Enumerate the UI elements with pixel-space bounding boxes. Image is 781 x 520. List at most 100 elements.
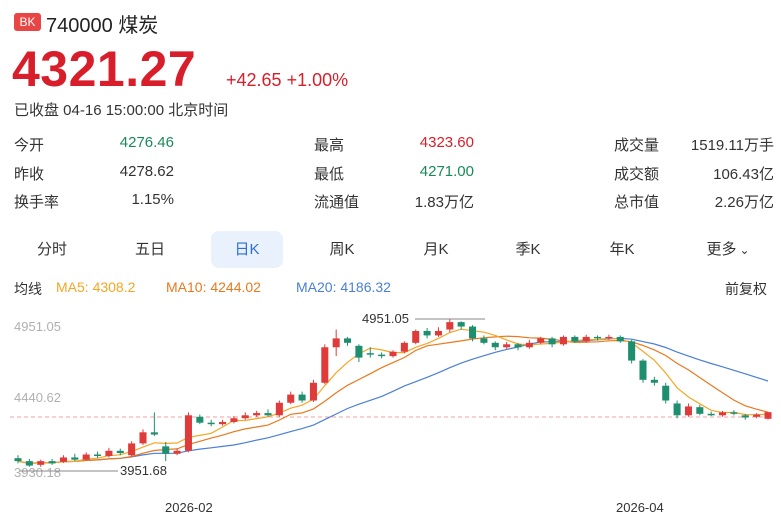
candle-up[interactable] [434,330,442,336]
candle-up[interactable] [582,336,590,342]
candle-up[interactable] [446,322,454,330]
price-change: +42.65 +1.00% [226,70,348,91]
candle-down[interactable] [696,407,704,414]
candle-up[interactable] [105,450,113,456]
tab-five-day[interactable]: 五日 [134,241,165,258]
adjust-toggle[interactable]: 前复权 [725,281,767,297]
candle-down[interactable] [741,415,749,418]
candle-down[interactable] [469,326,477,339]
candle-up[interactable] [241,415,249,419]
candle-up[interactable] [173,450,181,454]
candle-up[interactable] [537,338,545,343]
sector-code: 740000 [46,15,113,37]
candle-up[interactable] [59,457,67,462]
candle-up[interactable] [37,461,45,465]
candle-up[interactable] [684,406,692,416]
ma20-line [17,337,769,465]
candle-up[interactable] [82,454,90,460]
stat-value-volume: 1519.11万手 [690,137,774,154]
candle-up[interactable] [559,336,567,345]
candle-down[interactable] [628,341,636,361]
stat-value-open: 4276.46 [119,134,174,151]
candle-down[interactable] [730,412,738,414]
candle-down[interactable] [594,336,602,339]
stat-value-low: 4271.00 [419,163,474,180]
candle-down[interactable] [378,354,386,357]
candle-down[interactable] [707,413,715,416]
candle-down[interactable] [571,336,579,342]
candle-up[interactable] [332,338,340,348]
candle-down[interactable] [616,336,624,342]
tab-monthly-k[interactable]: 月K [423,241,449,258]
candle-up[interactable] [719,412,727,416]
stat-value-float-cap: 1.83万亿 [414,194,474,211]
candle-down[interactable] [207,422,215,425]
market-status: 已收盘 04-16 15:00:00 北京时间 [14,102,229,119]
candle-down[interactable] [355,345,363,358]
candle-down[interactable] [14,458,22,462]
candle-down[interactable] [650,379,658,383]
ma5-line [17,328,769,465]
candle-up[interactable] [753,414,761,417]
candle-down[interactable] [48,461,56,464]
candle-down[interactable] [116,450,124,454]
candle-down[interactable] [548,338,556,345]
stat-label-open: 今开 [14,137,45,154]
candle-down[interactable] [264,413,272,416]
stat-value-amount: 106.43亿 [713,166,774,183]
candle-down[interactable] [71,457,79,460]
stat-label-total-cap: 总市值 [614,194,660,211]
chevron-down-icon: ⌄ [739,243,750,257]
candle-down[interactable] [94,454,102,456]
candle-down[interactable] [514,344,522,348]
candle-up[interactable] [321,347,329,383]
candle-up[interactable] [605,336,613,339]
candle-up[interactable] [128,443,136,456]
candle-down[interactable] [344,338,352,343]
candle-down[interactable] [25,461,33,466]
candle-down[interactable] [457,322,465,327]
tab-weekly-k[interactable]: 周K [329,241,355,258]
stat-label-turnover: 换手率 [14,194,60,211]
candle-down[interactable] [673,403,681,416]
candle-up[interactable] [525,342,533,348]
candle-up[interactable] [219,421,227,425]
candle-up[interactable] [253,413,261,416]
ma-label: 均线 [14,281,42,297]
sector-badge: BK [14,13,41,31]
candle-down[interactable] [639,360,647,380]
candle-down[interactable] [480,338,488,343]
tab-more[interactable]: 更多 ⌄ [688,231,768,268]
candle-up[interactable] [275,402,283,416]
tab-intraday[interactable]: 分时 [36,241,67,258]
candle-up[interactable] [412,330,420,343]
candle-down[interactable] [423,330,431,336]
x-tick-feb: 2026-02 [165,500,213,515]
tab-yearly-k[interactable]: 年K [609,241,635,258]
candle-up[interactable] [184,415,192,451]
candle-up[interactable] [764,412,772,419]
candle-down[interactable] [662,385,670,401]
candle-down[interactable] [491,342,499,348]
candle-down[interactable] [162,446,170,454]
tab-daily-k[interactable]: 日K [211,231,283,268]
low-marker-label: 3951.68 [120,463,167,478]
candle-up[interactable] [287,394,295,403]
tab-quarterly-k[interactable]: 季K [515,241,541,258]
candle-up[interactable] [139,432,147,444]
candle-up[interactable] [230,418,238,422]
candle-down[interactable] [298,394,306,401]
stat-label-high: 最高 [314,137,345,154]
candle-down[interactable] [366,353,374,355]
candle-down[interactable] [196,416,204,423]
candle-down[interactable] [150,432,158,435]
sector-title: 740000 煤炭 [46,9,158,38]
candle-up[interactable] [503,344,511,348]
stat-value-turnover: 1.15% [131,191,174,208]
candle-up[interactable] [389,351,397,357]
kline-chart[interactable]: 4951.05 4440.62 3930.18 4951.05 3951.68 … [0,300,781,520]
ma20-value: MA20: 4186.32 [296,279,391,295]
y-tick-low: 3930.18 [14,465,61,480]
candle-up[interactable] [400,342,408,352]
candle-up[interactable] [309,382,317,401]
